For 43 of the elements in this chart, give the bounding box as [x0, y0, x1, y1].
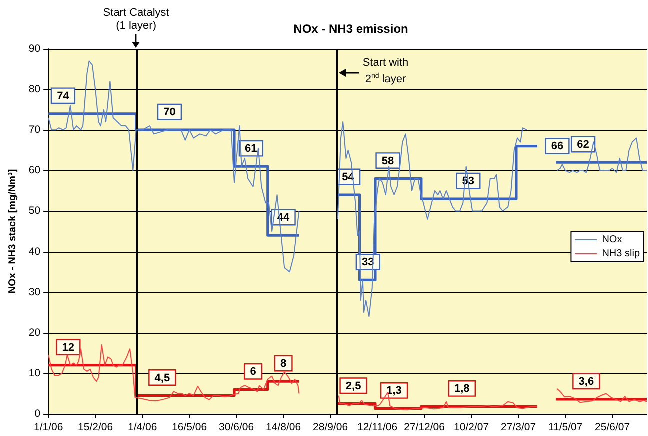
x-tick-label: 27/12/06: [404, 422, 446, 434]
x-tick-label: 1/1/06: [34, 422, 64, 434]
data-label: 70: [164, 106, 176, 119]
data-label: 58: [382, 155, 394, 168]
y-axis-title: NOx - NH3 stack [mg/Nm³]: [8, 169, 18, 294]
y-tick-label: 60: [28, 164, 41, 177]
y-tick-label: 40: [28, 246, 41, 258]
y-tick-label: 90: [28, 43, 41, 55]
x-tick-label: 14/8/06: [266, 422, 302, 434]
ref-line-label: Start Catalyst (1 layer): [103, 7, 170, 33]
data-label: 74: [57, 90, 70, 102]
legend-label: NOx: [602, 234, 622, 246]
x-tick-label: 12/11/06: [358, 422, 398, 434]
legend-label: NH3 slip: [602, 248, 640, 260]
data-label: 4,5: [154, 372, 170, 384]
y-tick-label: 80: [28, 84, 41, 96]
x-tick-label: 1/4/06: [128, 422, 158, 434]
data-label: 1,3: [386, 385, 402, 398]
y-tick-label: 0: [34, 408, 41, 420]
x-tick-label: 25/6/07: [595, 422, 630, 434]
data-label: 2,5: [346, 380, 362, 392]
chart-title: NOx - NH3 emission: [294, 22, 408, 36]
x-tick-label: 15/2/06: [78, 422, 114, 434]
ref-line-label: Start with 2$^{nd}$ layer: [362, 57, 409, 87]
data-label: 1,8: [454, 383, 470, 396]
y-tick-label: 20: [28, 326, 41, 339]
x-tick-label: 10/2/07: [454, 422, 490, 434]
y-tick-label: 10: [28, 367, 41, 380]
data-label: 3,6: [578, 376, 594, 388]
x-tick-label: 28/9/06: [313, 422, 348, 434]
data-label: 66: [551, 140, 564, 152]
y-tick-label: 70: [28, 124, 41, 136]
x-tick-label: 27/3/07: [501, 422, 536, 434]
x-tick-label: 11/5/07: [548, 422, 583, 434]
y-tick-label: 50: [28, 205, 41, 218]
data-label: 12: [62, 342, 75, 354]
data-label: 62: [577, 139, 590, 152]
x-tick-label: 30/6/06: [219, 422, 254, 434]
data-label: 6: [250, 366, 256, 378]
y-tick-label: 30: [28, 286, 41, 298]
x-tick-label: 16/5/06: [172, 422, 208, 434]
data-label: 8: [280, 358, 287, 370]
data-label: 61: [245, 143, 258, 156]
